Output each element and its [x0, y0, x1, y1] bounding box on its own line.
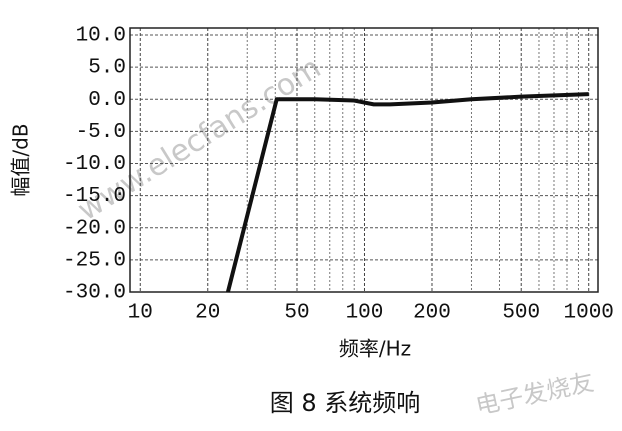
x-tick-label: 100	[346, 302, 384, 325]
watermark: 电子发烧友	[473, 368, 596, 420]
y-tick-label: -30.0	[63, 282, 126, 305]
x-tick-label: 500	[502, 302, 540, 325]
plot-frame	[129, 27, 599, 293]
y-tick-label: -15.0	[63, 185, 126, 208]
y-axis-label: 幅值/dB	[9, 123, 33, 196]
y-tick-label: -10.0	[63, 153, 126, 176]
x-axis-label: 频率/Hz	[339, 337, 411, 361]
x-tick-label: 1000	[564, 302, 614, 325]
data-line	[225, 92, 589, 293]
x-tick-label: 50	[284, 302, 309, 325]
y-tick-label: 5.0	[88, 57, 126, 80]
y-tick-label: -25.0	[63, 249, 126, 272]
y-tick-label: -5.0	[76, 121, 126, 144]
y-tick-label: -20.0	[63, 217, 126, 240]
y-tick-label: 0.0	[88, 89, 126, 112]
x-tick-label: 20	[195, 302, 220, 325]
x-tick-label: 200	[413, 302, 451, 325]
caption: 图 8 系统频响	[270, 389, 421, 417]
y-tick-label: 10.0	[76, 25, 126, 48]
x-tick-label: 10	[128, 302, 153, 325]
